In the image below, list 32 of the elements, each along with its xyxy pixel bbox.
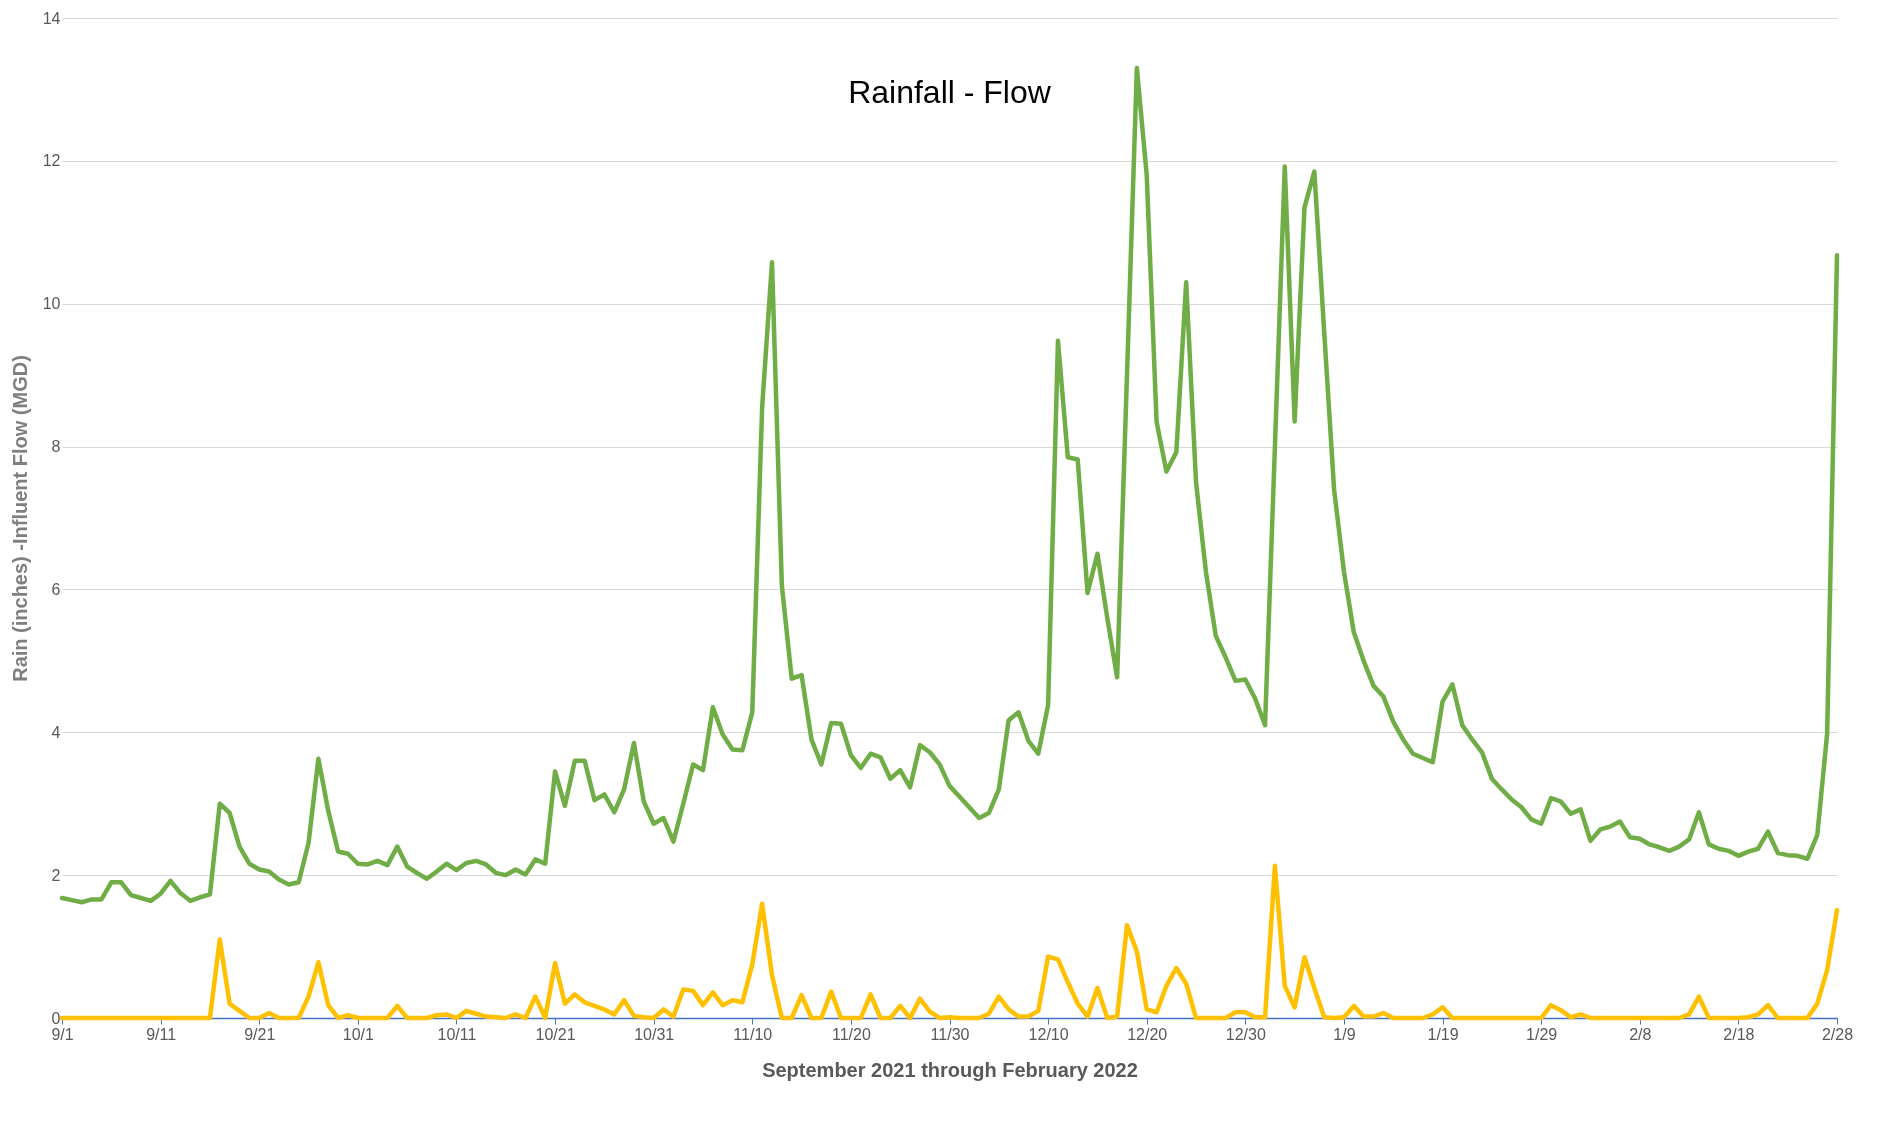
x-tick-label: 9/11 [146,1025,177,1043]
x-tick-label: 11/20 [831,1025,871,1043]
text: Rainfall - Flow [848,74,1052,110]
line-series [59,863,1840,1021]
line-series [59,65,1840,905]
x-tick-label: 12/20 [1127,1025,1168,1043]
x-tick-label: 11/10 [733,1025,773,1043]
x-tick-label: 9/21 [244,1025,276,1043]
x-axis-title: September 2021 through February 2022 [762,1058,1138,1081]
x-tick-label: 10/31 [634,1025,675,1043]
y-tick-label: 6 [51,580,61,598]
y-tick-label: 10 [42,295,61,313]
y-tick-label: 12 [42,152,61,170]
y-axis-title: Rain (inches) -Influent Flow (MGD) [8,355,31,682]
x-tick-label: 1/19 [1427,1025,1459,1043]
y-tick-label: 14 [42,9,61,27]
x-tick-label: 12/10 [1028,1025,1069,1043]
x-tick-label: 9/1 [51,1025,74,1043]
y-tick-label: 4 [51,723,61,741]
x-tick-label: 2/28 [1821,1025,1854,1043]
x-tick-label: 2/18 [1723,1025,1755,1043]
y-tick-label: 8 [51,438,61,456]
x-tick-label: 2/8 [1629,1025,1652,1043]
x-tick-label: 12/30 [1225,1025,1266,1043]
y-tick-label: 2 [51,866,61,884]
x-tick-label: 1/9 [1333,1025,1356,1043]
x-tick-label: 10/11 [437,1025,477,1043]
x-tick-label: 10/1 [342,1025,375,1043]
x-tick-label: 10/21 [535,1025,576,1043]
x-tick-label: 1/29 [1526,1025,1558,1043]
x-tick-label: 11/30 [930,1025,970,1043]
y-tick-label: 0 [51,1009,61,1027]
